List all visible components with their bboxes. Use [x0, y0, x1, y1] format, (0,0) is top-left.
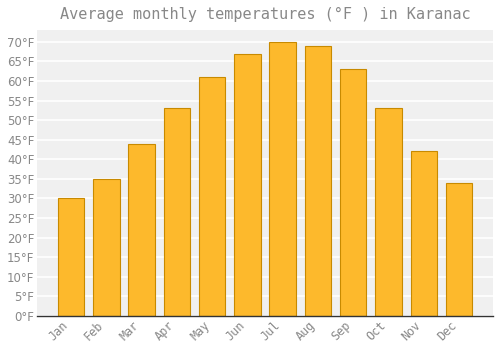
Bar [410, 152, 437, 316]
Title: Average monthly temperatures (°F ) in Karanac: Average monthly temperatures (°F ) in Ka… [60, 7, 470, 22]
Bar [199, 77, 226, 316]
Bar [446, 183, 472, 316]
Bar [270, 42, 296, 316]
Bar [234, 54, 260, 316]
Bar [340, 69, 366, 316]
Bar [305, 46, 331, 316]
Bar [58, 198, 84, 316]
Bar [128, 144, 155, 316]
Bar [376, 108, 402, 316]
Bar [93, 179, 120, 316]
Bar [164, 108, 190, 316]
